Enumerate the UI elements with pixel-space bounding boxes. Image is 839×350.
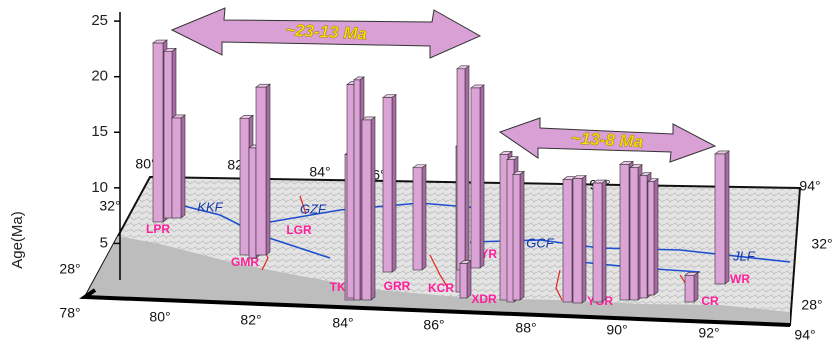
longitude-label: 82°: [240, 312, 261, 328]
region-label: GRR: [384, 279, 411, 293]
region-label: WR: [730, 272, 750, 286]
page: {"chart_data": {"type": "bar3d", "y_labe…: [0, 0, 839, 345]
fault-label: KKF: [197, 199, 223, 214]
longitude-label: 94°: [794, 327, 815, 343]
bar: [256, 87, 266, 255]
bar: [620, 164, 629, 300]
fault-label: GCF: [526, 235, 555, 250]
latitude-label: 28°: [801, 297, 822, 313]
region-label: LPR: [146, 222, 170, 236]
bar: [471, 88, 480, 268]
bar: [563, 180, 572, 302]
latitude-label: 28°: [59, 261, 80, 277]
longitude-label: 86°: [423, 317, 444, 333]
bar-side: [465, 66, 469, 270]
region-label: KCR: [428, 281, 454, 295]
longitude-label: 88°: [515, 320, 536, 336]
bar: [413, 168, 422, 270]
y-tick-label: 25: [91, 12, 108, 29]
bar-side: [422, 165, 426, 270]
latitude-label: 32°: [811, 236, 832, 252]
bar: [354, 80, 360, 300]
bar-side: [181, 115, 185, 218]
bar: [460, 264, 467, 298]
bar: [383, 97, 392, 272]
y-tick-label: 5: [100, 234, 108, 251]
bar-side: [654, 179, 658, 295]
bar: [640, 176, 647, 298]
region-label: XDR: [471, 292, 497, 306]
bar-side: [725, 151, 729, 284]
bar: [240, 118, 249, 255]
bar: [457, 69, 465, 270]
bar-side: [371, 117, 375, 300]
y-tick-label: 15: [91, 123, 108, 140]
bar: [249, 148, 256, 258]
bar: [648, 182, 654, 295]
longitude-label: 80°: [149, 309, 170, 325]
longitude-label: 84°: [332, 315, 353, 331]
longitude-label: 84°: [309, 164, 330, 180]
region-label: LGR: [286, 223, 312, 237]
bar-side: [467, 261, 471, 298]
bar: [715, 154, 725, 284]
bar: [172, 118, 181, 218]
bar: [593, 183, 602, 302]
y-tick-label: 20: [91, 68, 108, 85]
chart: Age(Ma) ~23-13 Ma ~13-8 Ma 51015202578°8…: [0, 0, 839, 345]
bar: [573, 179, 582, 303]
bar: [153, 43, 163, 222]
bar: [513, 174, 520, 300]
latitude-label: 32°: [99, 198, 120, 214]
bar-side: [694, 272, 698, 302]
bar: [630, 168, 638, 300]
y-tick-label: 10: [91, 179, 108, 196]
bar: [347, 85, 354, 298]
bar-side: [602, 180, 606, 302]
bar-side: [392, 94, 396, 272]
bar-side: [266, 84, 270, 255]
longitude-label: 90°: [606, 322, 627, 338]
bar: [685, 275, 694, 302]
bar-side: [582, 176, 586, 303]
longitude-label: 92°: [698, 325, 719, 341]
bar-side: [480, 85, 484, 268]
region-label: CR: [701, 294, 719, 308]
fault-label: JLF: [732, 248, 756, 263]
bar: [164, 51, 172, 218]
longitude-label: 78°: [59, 305, 80, 321]
longitude-label: 94°: [799, 178, 820, 194]
bar-side: [520, 171, 524, 300]
y-axis-label: Age(Ma): [9, 211, 26, 269]
fault-label: GZF: [300, 201, 327, 216]
arrow-label: ~13-8 Ma: [570, 129, 643, 152]
bar: [362, 120, 371, 300]
